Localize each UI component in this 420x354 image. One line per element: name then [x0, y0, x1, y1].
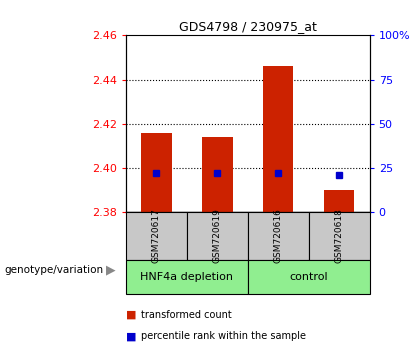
- Text: HNF4a depletion: HNF4a depletion: [140, 272, 234, 282]
- Bar: [126, 259, 248, 294]
- Bar: [248, 212, 309, 259]
- Text: ▶: ▶: [106, 263, 116, 276]
- Text: percentile rank within the sample: percentile rank within the sample: [141, 331, 306, 341]
- Text: GSM720618: GSM720618: [335, 209, 344, 263]
- Text: genotype/variation: genotype/variation: [4, 265, 103, 275]
- Title: GDS4798 / 230975_at: GDS4798 / 230975_at: [179, 20, 317, 33]
- Text: GSM720619: GSM720619: [213, 209, 222, 263]
- Text: ■: ■: [126, 331, 136, 341]
- Text: control: control: [289, 272, 328, 282]
- Text: GSM720616: GSM720616: [274, 209, 283, 263]
- Bar: [248, 259, 370, 294]
- Bar: [324, 190, 354, 212]
- Text: GSM720617: GSM720617: [152, 209, 161, 263]
- Bar: [202, 137, 233, 212]
- Bar: [309, 212, 370, 259]
- Bar: [187, 212, 248, 259]
- Text: transformed count: transformed count: [141, 310, 231, 320]
- Bar: [263, 66, 294, 212]
- Bar: [141, 133, 172, 212]
- Bar: [126, 212, 187, 259]
- Text: ■: ■: [126, 310, 136, 320]
